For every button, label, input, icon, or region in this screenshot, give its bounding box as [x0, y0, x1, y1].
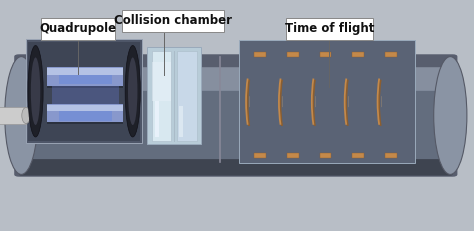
Ellipse shape: [434, 57, 467, 174]
Bar: [353, 52, 365, 57]
Ellipse shape: [125, 46, 140, 137]
Bar: [319, 52, 331, 57]
Bar: [52, 86, 118, 104]
Bar: [47, 105, 123, 111]
Ellipse shape: [128, 58, 137, 125]
Bar: [385, 153, 397, 158]
Bar: [177, 51, 197, 141]
Text: Collision chamber: Collision chamber: [114, 14, 232, 27]
Bar: [47, 104, 123, 122]
Ellipse shape: [5, 57, 38, 174]
Bar: [59, 75, 112, 84]
Bar: [179, 106, 183, 137]
Bar: [147, 47, 201, 144]
Bar: [28, 42, 140, 141]
Bar: [254, 52, 266, 57]
Bar: [47, 85, 123, 88]
Bar: [0, 107, 26, 124]
Bar: [21, 90, 450, 160]
FancyBboxPatch shape: [19, 67, 453, 91]
FancyBboxPatch shape: [14, 54, 457, 177]
Bar: [47, 122, 123, 124]
Bar: [59, 111, 112, 121]
Bar: [239, 40, 415, 163]
Bar: [155, 101, 159, 137]
Bar: [319, 153, 331, 158]
FancyBboxPatch shape: [42, 18, 115, 40]
Ellipse shape: [28, 46, 43, 137]
Bar: [152, 62, 171, 101]
Bar: [152, 51, 171, 141]
Ellipse shape: [22, 107, 30, 124]
Bar: [47, 68, 123, 75]
Ellipse shape: [31, 58, 40, 125]
Text: Time of flight: Time of flight: [285, 22, 374, 35]
FancyBboxPatch shape: [19, 159, 453, 176]
Bar: [254, 153, 266, 158]
Bar: [385, 52, 397, 57]
Bar: [287, 153, 299, 158]
Bar: [287, 52, 299, 57]
Text: Quadrupole: Quadrupole: [40, 22, 117, 35]
Bar: [26, 39, 142, 143]
FancyBboxPatch shape: [285, 18, 373, 40]
Bar: [47, 67, 123, 86]
Bar: [353, 153, 365, 158]
FancyBboxPatch shape: [122, 10, 224, 32]
